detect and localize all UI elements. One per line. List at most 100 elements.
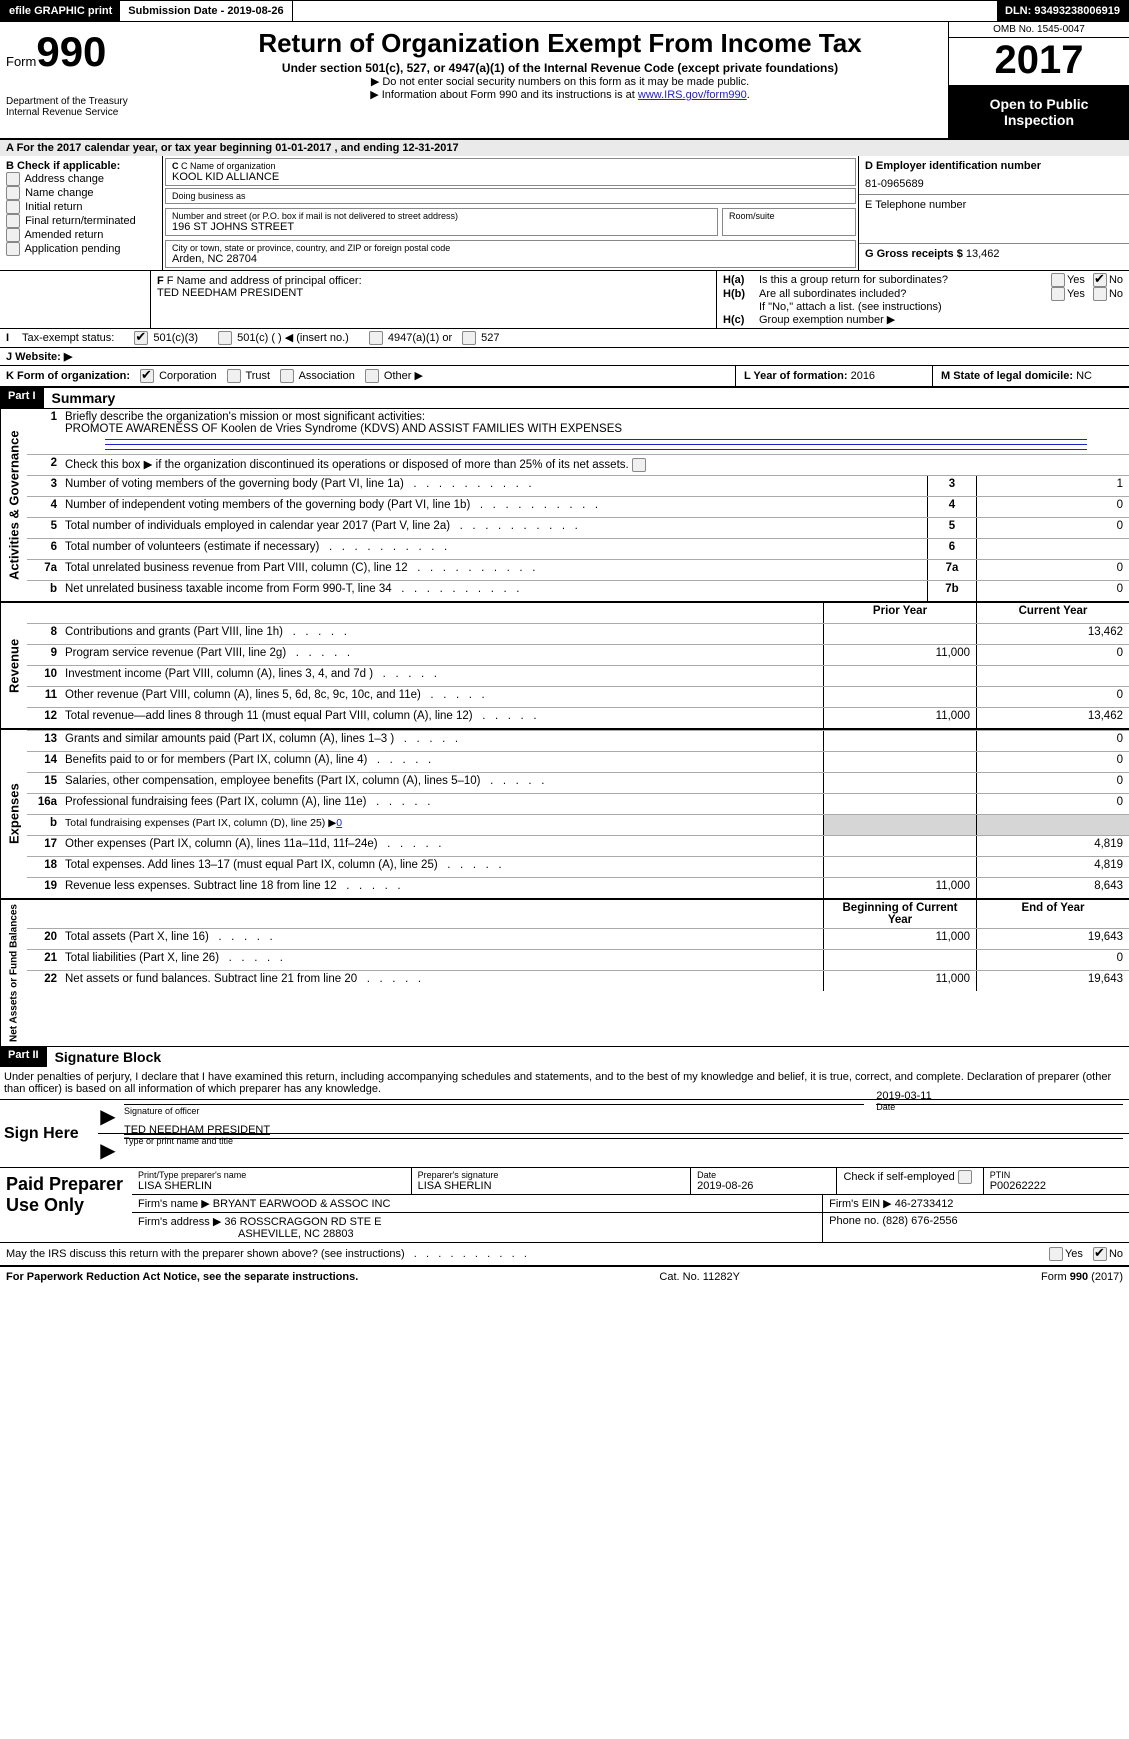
room-box: Room/suite bbox=[722, 208, 856, 236]
summary-row: 18Total expenses. Add lines 13–17 (must … bbox=[27, 856, 1129, 877]
check-4947[interactable] bbox=[369, 331, 383, 345]
hc-text: Group exemption number ▶ bbox=[759, 314, 895, 326]
hb-yes[interactable] bbox=[1051, 287, 1065, 301]
prep-date: Date2019-08-26 bbox=[691, 1168, 837, 1194]
firm-addr: Firm's address ▶ 36 ROSSCRAGGON RD STE E… bbox=[132, 1213, 823, 1242]
block-i: I Tax-exempt status: 501(c)(3) 501(c) ( … bbox=[0, 329, 1129, 348]
summary-row: 19Revenue less expenses. Subtract line 1… bbox=[27, 877, 1129, 898]
check-527[interactable] bbox=[462, 331, 476, 345]
sign-here-lbl: Sign Here bbox=[0, 1100, 98, 1167]
block-l: L Year of formation: 2016 bbox=[735, 366, 932, 386]
discuss-row: May the IRS discuss this return with the… bbox=[0, 1242, 1129, 1265]
klm-row: K Form of organization: Corporation Trus… bbox=[0, 366, 1129, 388]
vlabel-gov: Activities & Governance bbox=[0, 409, 27, 601]
footer-mid: Cat. No. 11282Y bbox=[659, 1271, 740, 1283]
dln: DLN: 93493238006919 bbox=[997, 1, 1128, 21]
summary-row: 14Benefits paid to or for members (Part … bbox=[27, 751, 1129, 772]
line-a: A For the 2017 calendar year, or tax yea… bbox=[0, 140, 1129, 156]
summary-row: 3Number of voting members of the governi… bbox=[27, 475, 1129, 496]
block-d: D Employer identification number 81-0965… bbox=[859, 156, 1129, 195]
check-pending[interactable] bbox=[6, 242, 20, 256]
check-corp[interactable] bbox=[140, 369, 154, 383]
summary-row: 9Program service revenue (Part VIII, lin… bbox=[27, 644, 1129, 665]
prep-name: Print/Type preparer's nameLISA SHERLIN bbox=[132, 1168, 412, 1194]
year-box: OMB No. 1545-0047 2017 Open to Public In… bbox=[948, 22, 1129, 138]
check-initial[interactable] bbox=[6, 200, 20, 214]
form-id-box: Form 990 Department of the Treasury Inte… bbox=[0, 22, 172, 138]
hb-no[interactable] bbox=[1093, 287, 1107, 301]
col-end: End of Year bbox=[976, 900, 1129, 928]
block-h: H(a) Is this a group return for subordin… bbox=[717, 271, 1129, 328]
block-j: J Website: ▶ bbox=[0, 348, 1129, 366]
summary-row: 8Contributions and grants (Part VIII, li… bbox=[27, 623, 1129, 644]
opt-initial: Initial return bbox=[6, 200, 156, 214]
block-c: C C Name of organization KOOL KID ALLIAN… bbox=[163, 156, 858, 270]
summary-row: 17Other expenses (Part IX, column (A), l… bbox=[27, 835, 1129, 856]
ha-yes[interactable] bbox=[1051, 273, 1065, 287]
gross-lbl: G Gross receipts $ bbox=[865, 248, 963, 260]
section-expenses: Expenses 13Grants and similar amounts pa… bbox=[0, 728, 1129, 898]
arrow-icon: ▶ bbox=[98, 1104, 118, 1129]
opt-name: Name change bbox=[6, 186, 156, 200]
check-501c[interactable] bbox=[218, 331, 232, 345]
check-discontinued[interactable] bbox=[632, 458, 646, 472]
org-name-lbl: C C Name of organization bbox=[172, 161, 849, 171]
part-i-tag: Part I bbox=[0, 388, 44, 408]
opt-address: Address change bbox=[6, 172, 156, 186]
hb-note: If "No," attach a list. (see instruction… bbox=[723, 301, 1123, 313]
tax-lbl: Tax-exempt status: bbox=[22, 332, 114, 344]
discuss-no[interactable] bbox=[1093, 1247, 1107, 1261]
section-revenue: Revenue Prior Year Current Year 8Contrib… bbox=[0, 601, 1129, 728]
block-b-title: B Check if applicable: bbox=[6, 160, 156, 172]
street-lbl: Number and street (or P.O. box if mail i… bbox=[172, 211, 711, 221]
efile-label[interactable]: efile GRAPHIC print bbox=[1, 1, 120, 21]
summary-row: 4Number of independent voting members of… bbox=[27, 496, 1129, 517]
irs-link[interactable]: www.IRS.gov/form990 bbox=[638, 89, 747, 101]
check-address[interactable] bbox=[6, 172, 20, 186]
phone-lbl: E Telephone number bbox=[865, 199, 1123, 211]
open-public: Open to Public Inspection bbox=[949, 86, 1129, 138]
fundraising-link[interactable]: 0 bbox=[336, 817, 342, 829]
check-name[interactable] bbox=[6, 186, 20, 200]
vlabel-exp: Expenses bbox=[0, 730, 27, 898]
officer-val: TED NEEDHAM PRESIDENT bbox=[157, 287, 710, 299]
block-m: M State of legal domicile: NC bbox=[932, 366, 1129, 386]
part-i-header: Part I Summary bbox=[0, 388, 1129, 408]
ein-lbl: D Employer identification number bbox=[865, 160, 1123, 172]
part-ii-tag: Part II bbox=[0, 1047, 47, 1067]
summary-row: bNet unrelated business taxable income f… bbox=[27, 580, 1129, 601]
footer: For Paperwork Reduction Act Notice, see … bbox=[0, 1265, 1129, 1287]
discuss-text: May the IRS discuss this return with the… bbox=[6, 1248, 1049, 1260]
paid-lbl: Paid Preparer Use Only bbox=[0, 1168, 132, 1242]
hb-text: Are all subordinates included? bbox=[759, 288, 1051, 300]
check-501c3[interactable] bbox=[134, 331, 148, 345]
block-g: G Gross receipts $ 13,462 bbox=[859, 244, 1129, 264]
check-amended[interactable] bbox=[6, 228, 20, 242]
ha-text: Is this a group return for subordinates? bbox=[759, 274, 1051, 286]
check-assoc[interactable] bbox=[280, 369, 294, 383]
check-trust[interactable] bbox=[227, 369, 241, 383]
dept-treasury: Department of the Treasury bbox=[6, 96, 166, 107]
officer-lbl: F F Name and address of principal office… bbox=[157, 275, 710, 287]
summary-row: 12Total revenue—add lines 8 through 11 (… bbox=[27, 707, 1129, 728]
ein-val: 81-0965689 bbox=[865, 172, 1123, 190]
check-selfemp[interactable] bbox=[958, 1170, 972, 1184]
section-governance: Activities & Governance 1 Briefly descri… bbox=[0, 408, 1129, 601]
ha-no[interactable] bbox=[1093, 273, 1107, 287]
form-header: Form 990 Department of the Treasury Inte… bbox=[0, 22, 1129, 138]
check-final[interactable] bbox=[6, 214, 20, 228]
form-title: Return of Organization Exempt From Incom… bbox=[182, 28, 938, 59]
summary-row: 15Salaries, other compensation, employee… bbox=[27, 772, 1129, 793]
mission-lbl: Briefly describe the organization's miss… bbox=[65, 411, 425, 423]
block-right: D Employer identification number 81-0965… bbox=[858, 156, 1129, 270]
summary-row: 6Total number of volunteers (estimate if… bbox=[27, 538, 1129, 559]
discuss-yes[interactable] bbox=[1049, 1247, 1063, 1261]
prep-sig: Preparer's signatureLISA SHERLIN bbox=[412, 1168, 692, 1194]
vlabel-net: Net Assets or Fund Balances bbox=[0, 900, 27, 1046]
opt-amended: Amended return bbox=[6, 228, 156, 242]
opt-final: Final return/terminated bbox=[6, 214, 156, 228]
street-val: 196 ST JOHNS STREET bbox=[172, 221, 711, 233]
paid-preparer: Paid Preparer Use Only Print/Type prepar… bbox=[0, 1167, 1129, 1242]
check-other[interactable] bbox=[365, 369, 379, 383]
col-current: Current Year bbox=[976, 603, 1129, 623]
